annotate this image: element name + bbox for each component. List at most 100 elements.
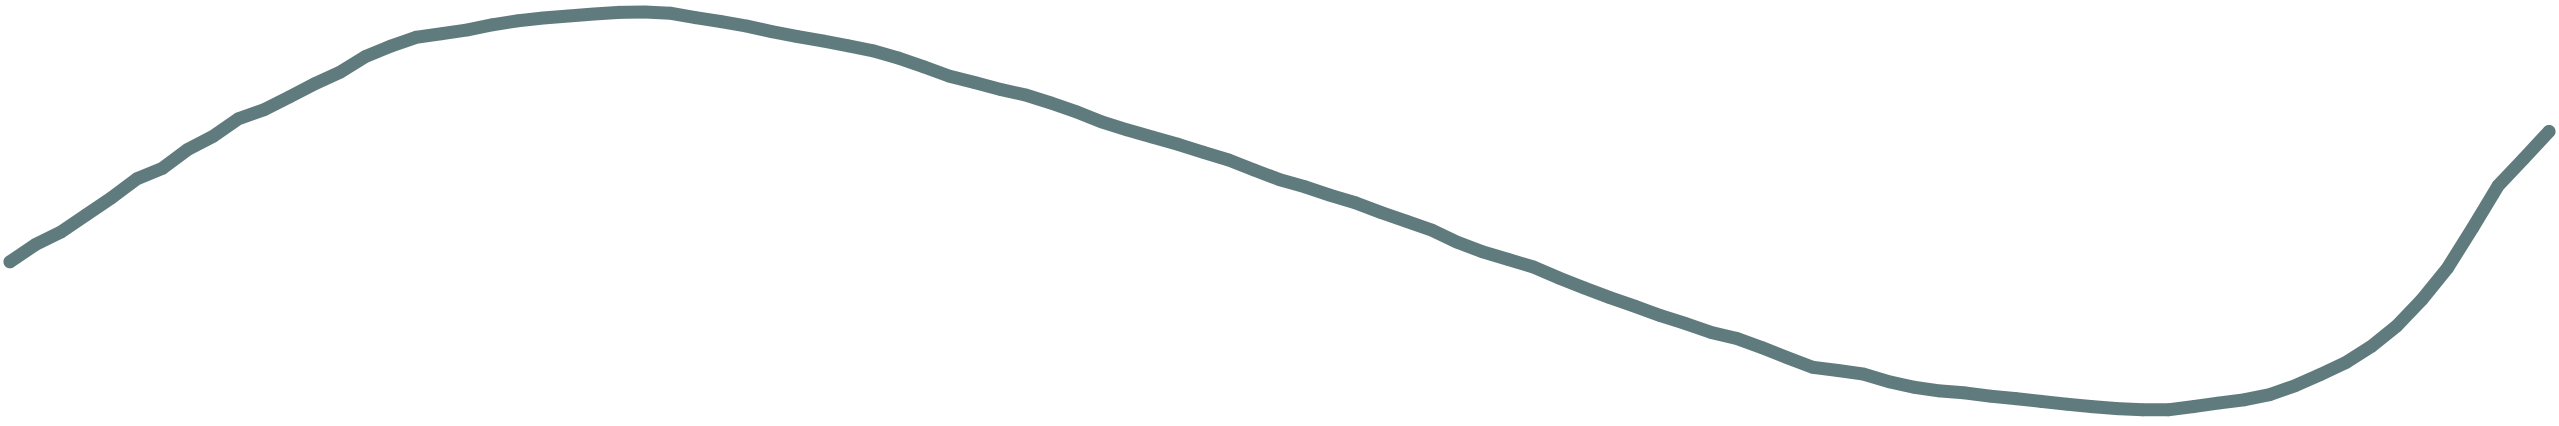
data-point-0-35: [892, 51, 906, 65]
data-point-0-89: [2263, 388, 2277, 402]
data-point-0-97: [2466, 221, 2480, 235]
data-point-0-42: [1069, 105, 1083, 119]
data-point-0-57: [1450, 235, 1464, 249]
data-point-0-31: [790, 30, 804, 43]
data-point-0-56: [1425, 223, 1439, 237]
data-point-0-50: [1273, 173, 1286, 187]
data-point-0-12: [308, 77, 322, 91]
data-point-0-64: [1628, 299, 1642, 313]
data-point-0-74: [1882, 375, 1896, 389]
data-point-0-27: [689, 11, 702, 25]
series-line-0: [3, 5, 2556, 417]
data-point-0-24: [612, 5, 626, 19]
data-point-0-48: [1222, 153, 1236, 167]
data-point-0-65: [1653, 309, 1667, 323]
data-point-0-52: [1323, 188, 1337, 202]
data-point-0-92: [2339, 356, 2353, 369]
data-point-0-10: [257, 103, 271, 117]
data-point-0-39: [993, 82, 1007, 96]
data-point-0-84: [2136, 403, 2150, 417]
data-point-0-67: [1704, 325, 1718, 339]
data-point-0-85: [2161, 403, 2175, 417]
data-point-0-46: [1171, 137, 1185, 151]
data-point-0-75: [1907, 380, 1921, 394]
data-point-0-22: [562, 9, 576, 23]
data-point-0-20: [511, 14, 525, 28]
data-point-0-78: [1983, 389, 1997, 403]
series-layer: [3, 5, 2556, 417]
data-point-0-76: [1933, 384, 1947, 398]
data-point-0-33: [841, 39, 855, 53]
data-point-0-77: [1958, 386, 1972, 400]
data-point-0-5: [130, 172, 144, 186]
data-point-0-66: [1679, 317, 1693, 331]
data-point-0-30: [765, 25, 779, 39]
data-point-0-23: [587, 7, 601, 21]
data-point-0-29: [739, 19, 753, 33]
data-point-0-11: [282, 90, 296, 104]
data-point-0-19: [485, 18, 499, 32]
data-point-0-100: [2542, 125, 2556, 138]
data-point-0-25: [638, 5, 652, 19]
data-point-0-13: [333, 65, 347, 79]
data-point-0-18: [460, 23, 474, 37]
data-point-0-99: [2517, 152, 2531, 166]
data-point-0-43: [1095, 115, 1109, 129]
data-point-0-59: [1501, 252, 1515, 266]
data-point-0-32: [816, 34, 829, 48]
data-point-0-73: [1857, 367, 1870, 381]
data-point-0-69: [1755, 341, 1769, 355]
data-point-0-80: [2034, 394, 2048, 408]
data-point-0-15: [384, 39, 398, 53]
data-point-0-68: [1730, 331, 1743, 345]
data-point-0-55: [1400, 214, 1413, 228]
data-point-0-86: [2187, 400, 2200, 414]
data-point-0-40: [1019, 88, 1033, 102]
data-point-0-51: [1298, 180, 1312, 194]
data-point-0-38: [968, 76, 982, 90]
data-point-0-8: [206, 129, 220, 143]
data-point-0-4: [105, 191, 119, 205]
data-point-0-47: [1196, 145, 1210, 159]
data-point-0-71: [1806, 360, 1820, 374]
data-point-0-54: [1374, 206, 1388, 219]
data-point-0-21: [536, 11, 550, 25]
data-point-0-41: [1044, 96, 1058, 110]
data-point-0-1: [28, 238, 42, 252]
data-point-0-0: [3, 255, 17, 269]
data-point-0-58: [1476, 245, 1490, 259]
data-point-0-49: [1247, 163, 1261, 177]
data-point-0-83: [2110, 402, 2124, 416]
data-point-0-45: [1146, 130, 1159, 144]
data-point-0-79: [2009, 392, 2023, 406]
data-point-0-34: [866, 44, 880, 58]
data-point-0-14: [359, 50, 372, 63]
data-point-0-63: [1603, 291, 1617, 304]
data-point-0-93: [2364, 339, 2378, 353]
data-point-0-36: [917, 60, 931, 74]
data-point-0-98: [2491, 179, 2505, 193]
data-point-0-26: [663, 6, 677, 20]
data-point-0-94: [2390, 319, 2404, 333]
data-point-0-28: [714, 15, 728, 29]
data-point-0-44: [1120, 123, 1134, 137]
data-point-0-90: [2288, 379, 2302, 393]
data-point-0-3: [79, 208, 93, 222]
data-point-0-37: [942, 69, 956, 83]
data-point-0-2: [54, 225, 68, 239]
data-point-0-87: [2212, 396, 2226, 410]
data-point-0-95: [2415, 293, 2429, 306]
data-point-0-91: [2314, 368, 2327, 381]
data-point-0-62: [1577, 281, 1591, 295]
data-point-0-53: [1349, 196, 1363, 210]
data-point-0-6: [155, 161, 169, 175]
data-point-0-60: [1526, 260, 1540, 274]
data-point-0-7: [181, 143, 195, 156]
data-point-0-96: [2440, 261, 2454, 275]
data-point-0-16: [409, 30, 423, 44]
data-point-0-9: [232, 112, 245, 126]
data-point-0-81: [2060, 397, 2074, 411]
data-point-0-61: [1552, 271, 1566, 285]
